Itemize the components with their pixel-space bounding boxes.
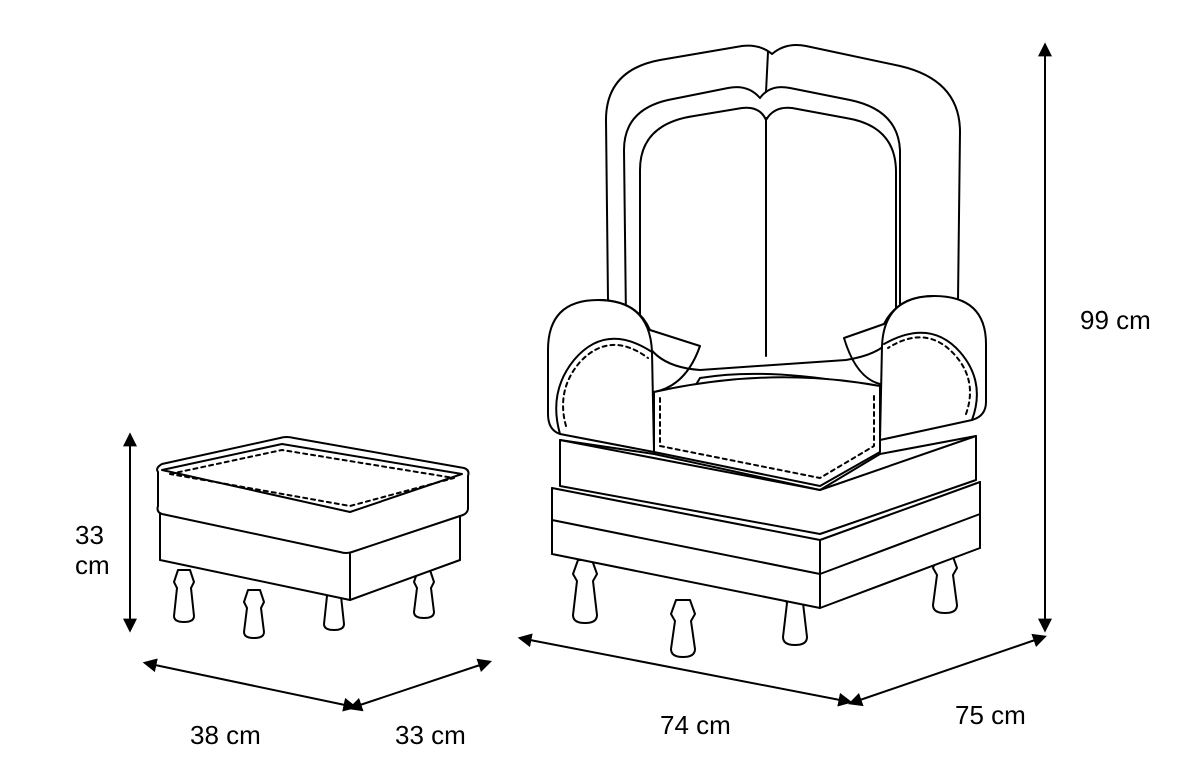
chair-depth-label: 75 cm: [955, 700, 1026, 731]
ottoman-height-value: 33: [75, 520, 104, 551]
ottoman-width-label: 38 cm: [190, 720, 261, 751]
chair-width-label: 74 cm: [660, 710, 731, 741]
diagram-canvas: 33 cm 38 cm 33 cm 99 cm 74 cm 75 cm: [0, 0, 1200, 763]
ottoman-height-unit: cm: [75, 550, 110, 581]
ottoman-depth-label: 33 cm: [395, 720, 466, 751]
line-art: [0, 0, 1200, 763]
chair-height-label: 99 cm: [1080, 305, 1151, 336]
